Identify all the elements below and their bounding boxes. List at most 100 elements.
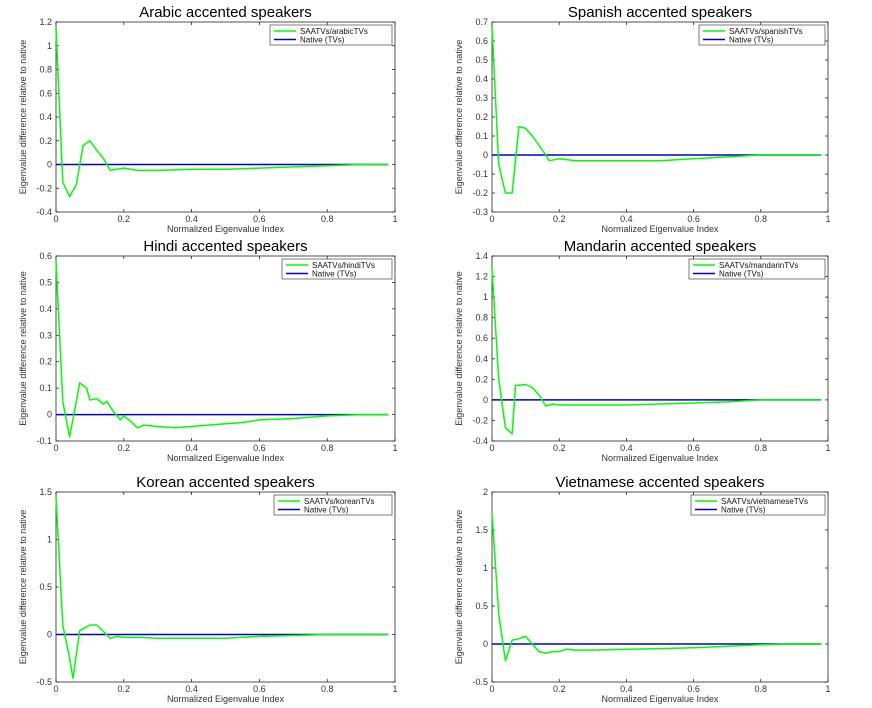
y-axis-label: Eigenvalue difference relative to native bbox=[18, 40, 28, 194]
x-tick-label: 0.4 bbox=[620, 214, 633, 224]
x-tick-label: 0.2 bbox=[553, 443, 566, 453]
y-tick-label: 0 bbox=[483, 150, 488, 160]
y-tick-label: 0.5 bbox=[39, 277, 52, 287]
chart-title: Spanish accented speakers bbox=[568, 4, 752, 21]
y-tick-label: 0.2 bbox=[39, 136, 52, 146]
x-tick-label: 0.6 bbox=[253, 684, 266, 694]
x-tick-label: 0.4 bbox=[185, 443, 198, 453]
series-line-saa bbox=[491, 25, 822, 194]
chart-panel-4: Mandarin accented speakers 0 0.2 0.4 0.6 0.8 1… bbox=[454, 238, 831, 463]
x-axis-label: Normalized Eigenvalue Index bbox=[167, 453, 285, 463]
x-tick-label: 0 bbox=[489, 443, 494, 453]
y-tick-label: 1 bbox=[47, 535, 52, 545]
y-tick-label: -0.2 bbox=[472, 415, 488, 425]
x-tick-label: 0.6 bbox=[253, 443, 266, 453]
y-tick-label: 0.6 bbox=[39, 251, 52, 261]
x-tick-label: 0 bbox=[489, 214, 494, 224]
legend-entry: Native (TVs) bbox=[312, 270, 357, 279]
y-axis-label: Eigenvalue difference relative to native bbox=[454, 271, 464, 425]
y-tick-label: 0 bbox=[483, 395, 488, 405]
y-axis-label: Eigenvalue difference relative to native bbox=[454, 510, 464, 664]
y-tick-label: 0.1 bbox=[475, 131, 488, 141]
plot-frame bbox=[55, 491, 396, 683]
x-tick-label: 0.2 bbox=[118, 684, 131, 694]
legend-entry: SAATVs/arabicTVs bbox=[300, 27, 368, 36]
y-tick-label: 0.8 bbox=[39, 65, 52, 75]
y-axis-label: Eigenvalue difference relative to native bbox=[18, 271, 28, 425]
x-tick-label: 0.2 bbox=[553, 684, 566, 694]
x-tick-label: 0.4 bbox=[185, 684, 198, 694]
y-tick-label: 2 bbox=[483, 487, 488, 497]
y-tick-label: 0.5 bbox=[475, 601, 488, 611]
y-tick-label: 1 bbox=[47, 41, 52, 51]
y-tick-label: 0.3 bbox=[39, 330, 52, 340]
x-tick-label: 0.8 bbox=[321, 214, 334, 224]
x-tick-label: 0.2 bbox=[118, 214, 131, 224]
legend-entry: Native (TVs) bbox=[300, 36, 345, 45]
chart-panel-6: Vietnamese accented speakers 0 0.2 0.4 0.6 0.… bbox=[454, 474, 831, 704]
y-tick-label: 0.4 bbox=[39, 112, 52, 122]
y-tick-label: -0.5 bbox=[36, 677, 52, 687]
y-tick-label: 0.6 bbox=[475, 36, 488, 46]
y-tick-label: -0.1 bbox=[472, 169, 488, 179]
x-tick-label: 1 bbox=[392, 684, 397, 694]
legend-entry: SAATVs/spanishTVs bbox=[729, 27, 803, 36]
series-line-saa bbox=[55, 261, 389, 438]
x-tick-label: 0 bbox=[53, 214, 58, 224]
chart-title: Hindi accented speakers bbox=[143, 238, 307, 255]
x-axis-label: Normalized Eigenvalue Index bbox=[601, 694, 719, 704]
x-axis-label: Normalized Eigenvalue Index bbox=[167, 224, 285, 234]
x-tick-label: 0 bbox=[53, 443, 58, 453]
x-tick-label: 1 bbox=[825, 443, 830, 453]
y-tick-label: -0.2 bbox=[36, 183, 52, 193]
x-tick-label: 0.8 bbox=[321, 684, 334, 694]
y-tick-label: 0.6 bbox=[39, 88, 52, 98]
y-tick-label: 0 bbox=[47, 630, 52, 640]
y-tick-label: 0 bbox=[483, 639, 488, 649]
y-tick-label: 0.4 bbox=[475, 354, 488, 364]
legend-entry: Native (TVs) bbox=[304, 506, 349, 515]
chart-title: Arabic accented speakers bbox=[139, 4, 312, 21]
y-tick-label: -0.4 bbox=[36, 207, 52, 217]
series-line-saa bbox=[55, 496, 389, 679]
y-tick-label: 0.2 bbox=[475, 374, 488, 384]
y-tick-label: 1 bbox=[483, 563, 488, 573]
y-axis-label: Eigenvalue difference relative to native bbox=[454, 40, 464, 194]
x-tick-label: 0.6 bbox=[687, 443, 700, 453]
legend-box bbox=[273, 494, 393, 516]
plot-frame bbox=[55, 255, 396, 442]
y-tick-label: 0 bbox=[47, 160, 52, 170]
y-tick-label: 1.2 bbox=[475, 272, 488, 282]
x-tick-label: 0.8 bbox=[755, 684, 768, 694]
y-tick-label: 1.2 bbox=[39, 17, 52, 27]
x-tick-label: 0.6 bbox=[687, 684, 700, 694]
x-tick-label: 0.6 bbox=[253, 214, 266, 224]
x-tick-label: 1 bbox=[392, 443, 397, 453]
x-tick-label: 0 bbox=[489, 684, 494, 694]
y-tick-label: 0.5 bbox=[39, 582, 52, 592]
y-tick-label: 1.5 bbox=[475, 525, 488, 535]
x-tick-label: 0.4 bbox=[620, 684, 633, 694]
plot-frame bbox=[55, 21, 396, 213]
y-tick-label: 0.4 bbox=[475, 74, 488, 84]
series-line-saa bbox=[491, 513, 822, 662]
x-tick-label: 0.8 bbox=[321, 443, 334, 453]
chart-panel-5: Korean accented speakers 0 0.2 0.4 0.6 0.8 1 -0… bbox=[18, 474, 398, 704]
plot-frame bbox=[491, 491, 829, 683]
y-tick-label: 0.6 bbox=[475, 333, 488, 343]
x-tick-label: 0.4 bbox=[185, 214, 198, 224]
legend-entry: Native (TVs) bbox=[719, 270, 764, 279]
x-tick-label: 1 bbox=[825, 214, 830, 224]
legend-entry: SAATVs/mandarinTVs bbox=[719, 261, 798, 270]
series-line-saa bbox=[491, 268, 822, 435]
x-axis-label: Normalized Eigenvalue Index bbox=[601, 453, 719, 463]
y-tick-label: 0.5 bbox=[475, 55, 488, 65]
legend-box bbox=[281, 258, 393, 280]
legend-box bbox=[690, 494, 826, 516]
legend-entry: SAATVs/vietnameseTVs bbox=[721, 497, 808, 506]
y-tick-label: 0.7 bbox=[475, 17, 488, 27]
